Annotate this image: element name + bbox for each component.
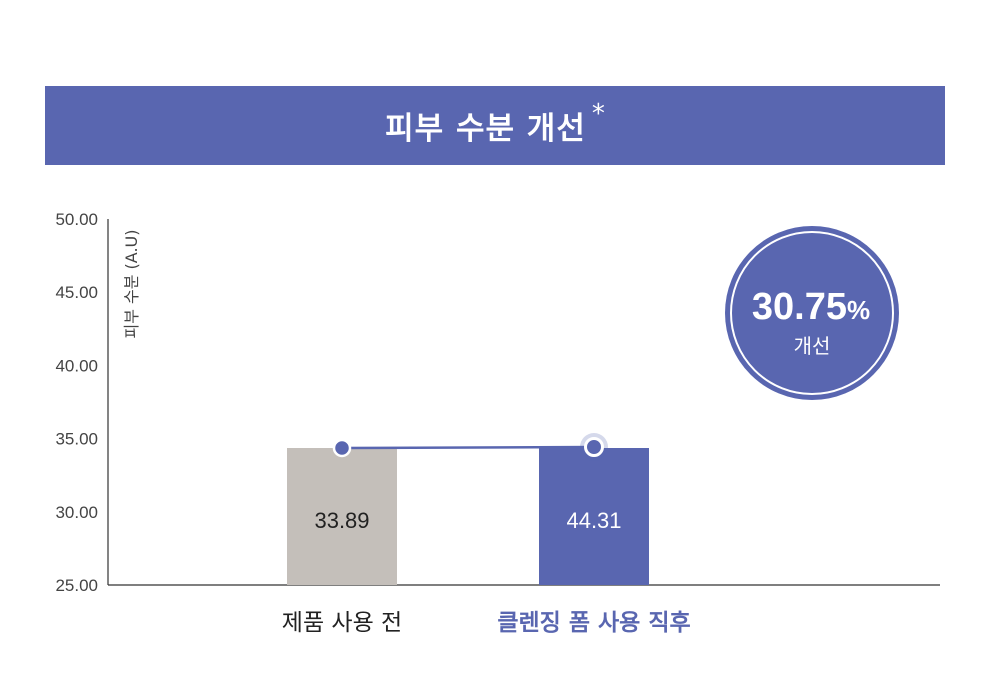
- badge-value: 30.75%: [752, 286, 870, 328]
- marker-after: [584, 437, 604, 457]
- badge-label: 개선: [794, 334, 831, 358]
- y-tick-label-3: 40.00: [55, 356, 98, 375]
- bar-0: [287, 448, 397, 585]
- marker-before: [332, 438, 352, 458]
- badge-circle-ring: [730, 231, 894, 395]
- y-tick-label-2: 35.00: [55, 430, 98, 449]
- title-banner: 피부 수분 개선 *: [45, 86, 945, 165]
- y-tick-label-0: 25.00: [55, 576, 98, 595]
- y-tick-label-1: 30.00: [55, 503, 98, 522]
- chart-title: 피부 수분 개선: [385, 111, 586, 147]
- y-tick-label-4: 45.00: [55, 283, 98, 302]
- category-label-0: 제품 사용 전: [282, 610, 402, 636]
- y-tick-label-5: 50.00: [55, 210, 98, 229]
- bar-value-label-0: 33.89: [314, 508, 369, 533]
- footnote-marker: *: [591, 98, 605, 129]
- y-axis-title: 피부 수분 (A.U): [122, 230, 141, 339]
- badge-circle-outer: [725, 226, 899, 400]
- bar-1: [539, 448, 649, 585]
- connector-line: [341, 445, 595, 450]
- bar-value-label-1: 44.31: [566, 508, 621, 533]
- category-label-1: 클렌징 폼 사용 직후: [497, 610, 690, 636]
